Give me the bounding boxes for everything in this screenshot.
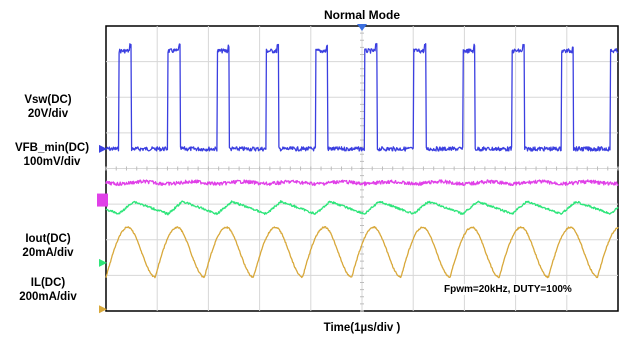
channel-name-vfb: VFB_min(DC) [14, 142, 90, 154]
channel-label-iout: Iout(DC) 20mA/div [2, 232, 94, 260]
marker-ch1 [99, 144, 107, 153]
trace-series-1 [105, 179, 619, 187]
channel-scale-vsw: 20V/div [27, 108, 69, 120]
channel-name-vsw: Vsw(DC) [24, 94, 72, 106]
trigger-marker [357, 24, 367, 31]
trace-series-2 [105, 200, 619, 216]
marker-ch2 [97, 193, 108, 207]
channel-scale-iout: 20mA/div [22, 247, 74, 259]
channel-scale-il: 200mA/div [19, 291, 77, 303]
marker-ch3 [99, 258, 107, 267]
channel-name-iout: Iout(DC) [25, 233, 71, 245]
trace-series-3 [105, 226, 619, 279]
channel-scale-vfb: 100mV/div [23, 156, 81, 168]
channel-label-vfb: VFB_min(DC) 100mV/div [0, 141, 104, 169]
traces [105, 42, 619, 279]
channel-markers [97, 24, 367, 314]
marker-ch4 [99, 305, 107, 314]
channel-label-vsw: Vsw(DC) 20V/div [2, 93, 94, 121]
trace-series-0 [105, 42, 619, 152]
annotation-fpwm: Fpwm=20kHz, DUTY=100% [442, 284, 574, 295]
channel-label-il: IL(DC) 200mA/div [2, 276, 94, 304]
channel-name-il: IL(DC) [30, 277, 66, 289]
x-axis-label: Time(1µs/div ) [323, 322, 401, 334]
chart-title: Normal Mode [323, 8, 400, 22]
